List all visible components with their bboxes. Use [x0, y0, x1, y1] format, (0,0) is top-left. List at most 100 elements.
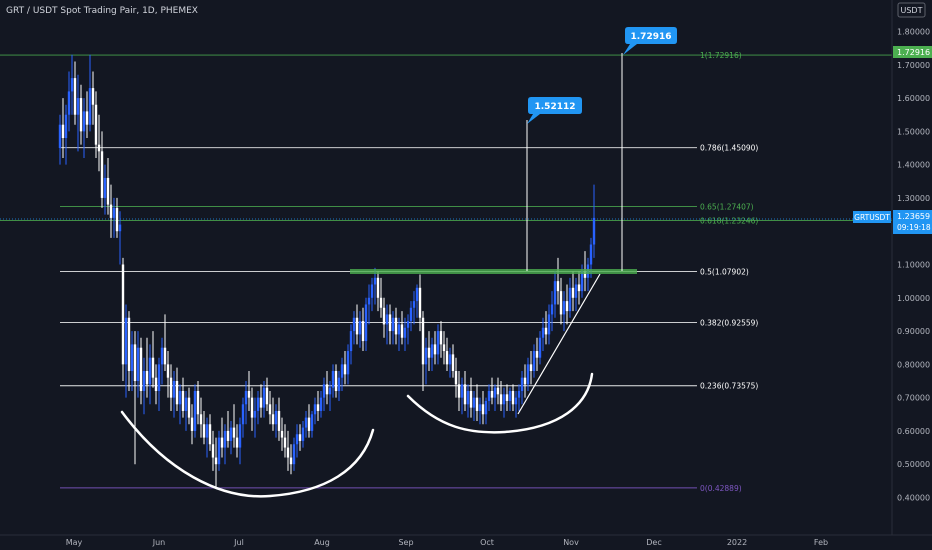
candle	[406, 314, 410, 345]
candle	[340, 357, 344, 391]
candle	[85, 91, 89, 139]
callout-right-value: 1.72916	[631, 32, 672, 42]
candle	[199, 397, 203, 438]
candle-body	[58, 124, 62, 148]
candle-body	[115, 207, 119, 232]
candle-body	[130, 344, 134, 372]
fib-label-0-65: 0.65(1.27407)	[700, 203, 754, 212]
candle	[523, 364, 527, 398]
candle-body	[382, 307, 386, 325]
candle-body	[139, 347, 143, 391]
candle-body	[496, 387, 500, 395]
candle	[400, 311, 404, 345]
candle	[508, 387, 512, 411]
candle	[220, 417, 224, 458]
candle-body	[562, 301, 566, 315]
candle	[196, 381, 200, 425]
candle	[160, 337, 164, 385]
candle-body	[394, 317, 398, 335]
candle	[289, 444, 293, 475]
callout-left-value: 1.52112	[535, 102, 576, 112]
candle	[283, 424, 287, 458]
candle-body	[94, 104, 98, 145]
candle	[448, 347, 452, 378]
candle	[124, 304, 128, 398]
candle	[376, 271, 380, 312]
candle-body	[391, 317, 395, 332]
candle	[487, 384, 491, 411]
candle-body	[61, 124, 65, 139]
candle	[310, 410, 314, 438]
candle	[235, 424, 239, 458]
candle-body	[544, 327, 548, 335]
top-level-tag: 1.72916	[893, 46, 932, 58]
candle	[178, 384, 182, 425]
candle-body	[325, 384, 329, 395]
candle	[562, 291, 566, 332]
candle-body	[298, 434, 302, 441]
candle-body	[493, 387, 497, 398]
candle	[184, 390, 188, 431]
fib-label-0-618: 0.618(1.23246)	[700, 216, 758, 225]
candle-body	[73, 78, 77, 115]
candle	[547, 304, 551, 345]
candle-body	[127, 317, 131, 372]
candle-body	[103, 177, 107, 198]
candle-body	[67, 91, 71, 115]
candle	[295, 424, 299, 458]
candle	[439, 321, 443, 358]
candle-body	[397, 324, 401, 335]
time-label-jun: Jun	[152, 538, 166, 547]
currency-badge[interactable]: USDT	[897, 2, 926, 18]
candle	[592, 184, 596, 258]
callout-right[interactable]: 1.72916	[623, 27, 677, 55]
time-label-dec: Dec	[646, 538, 661, 547]
candle	[514, 390, 518, 418]
candle	[205, 417, 209, 458]
time-label-nov: Nov	[563, 538, 579, 547]
candle	[316, 390, 320, 421]
candle-body	[454, 371, 458, 385]
annotations[interactable]	[120, 53, 637, 498]
candle	[535, 337, 539, 372]
candle-body	[328, 387, 332, 395]
candle	[343, 351, 347, 385]
candle-body	[559, 291, 563, 315]
candle-body	[91, 88, 95, 105]
candle-body	[280, 430, 284, 438]
candle-body	[541, 327, 545, 338]
candle-body	[172, 381, 176, 398]
candle-body	[235, 437, 239, 448]
fib-retracement-levels[interactable]: 1(1.72916) 0.786(1.45090) 0.65(1.27407) 0.6…	[0, 51, 892, 493]
candle	[358, 311, 362, 348]
candle	[133, 331, 137, 465]
candle-body	[196, 390, 200, 415]
candle	[172, 371, 176, 418]
candle-body	[421, 317, 425, 365]
candle	[247, 371, 251, 411]
callout-left[interactable]: 1.52112	[527, 97, 582, 124]
candle-body	[535, 351, 539, 358]
candle	[475, 384, 479, 421]
candle-body	[400, 324, 404, 338]
price-axis[interactable]: 1.80000 1.70000 1.60000 1.50000 1.40000 1.300…	[853, 0, 932, 535]
candle-body	[100, 151, 104, 198]
candle	[550, 291, 554, 332]
support-trendline	[517, 273, 601, 415]
candle	[352, 311, 356, 345]
candle-body	[409, 307, 413, 322]
candle	[190, 404, 194, 445]
candle-body	[178, 390, 182, 405]
candle-body	[433, 344, 437, 355]
candle-body	[226, 430, 230, 441]
candle-body	[547, 314, 551, 335]
candle-body	[193, 390, 197, 431]
candle	[127, 311, 131, 391]
time-axis[interactable]: May Jun Jul Aug Sep Oct Nov Dec 2022 Feb	[0, 534, 932, 547]
candle-body	[85, 111, 89, 125]
candle-body	[592, 217, 596, 245]
candle-body	[154, 377, 158, 391]
candle-body	[166, 364, 170, 378]
candle-body	[187, 397, 191, 418]
